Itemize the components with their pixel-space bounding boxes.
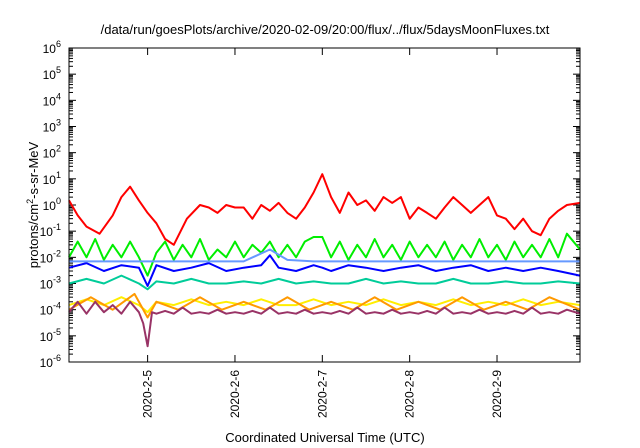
y-tick-base: 10 — [40, 278, 54, 292]
y-tick-base: 10 — [43, 121, 57, 135]
x-axis-ticks: 2020-2-5 2020-2-6 2020-2-7 2020-2-8 2020-2-9 — [141, 48, 504, 418]
y-tick-label: 10-4 — [40, 301, 61, 318]
series-line-1 — [68, 173, 581, 246]
y-tick-label: 10-6 — [40, 353, 61, 370]
series-line-7 — [68, 292, 581, 319]
y-tick-label: 10-1 — [40, 222, 61, 239]
y-tick-base: 10 — [40, 330, 54, 344]
y-tick-exponent: 0 — [56, 196, 61, 206]
x-tick-label: 2020-2-5 — [141, 370, 155, 418]
x-tick-label: 2020-2-6 — [228, 370, 242, 418]
y-tick-exponent: -3 — [53, 275, 61, 285]
series-line-5 — [68, 274, 581, 291]
x-tick-label: 2020-2-8 — [403, 370, 417, 418]
y-tick-exponent: 4 — [56, 91, 61, 101]
series-line-6 — [68, 296, 581, 314]
y-tick-base: 10 — [43, 199, 57, 213]
y-tick-exponent: 6 — [56, 39, 61, 49]
y-tick-label: 101 — [43, 170, 61, 187]
y-tick-base: 10 — [43, 94, 57, 108]
x-tick-label: 2020-2-7 — [315, 370, 329, 418]
y-tick-exponent: 2 — [56, 144, 61, 154]
y-tick-label: 106 — [43, 39, 61, 56]
x-axis-label: Coordinated Universal Time (UTC) — [225, 430, 424, 445]
y-axis-label-sup: 2 — [25, 199, 35, 204]
series-line-8 — [68, 300, 581, 348]
y-tick-base: 10 — [40, 356, 54, 370]
series-line-4 — [69, 248, 580, 263]
y-tick-label: 103 — [43, 118, 61, 135]
y-tick-base: 10 — [43, 68, 57, 82]
y-tick-base: 10 — [40, 304, 54, 318]
y-tick-exponent: -6 — [53, 353, 61, 363]
y-tick-label: 10-5 — [40, 327, 61, 344]
y-tick-label: 10-3 — [40, 275, 61, 292]
chart-title: /data/run/goesPlots/archive/2020-02-09/2… — [101, 22, 550, 37]
y-tick-label: 102 — [43, 144, 61, 161]
y-tick-exponent: 1 — [56, 170, 61, 180]
y-axis-ticks: 10-610-510-410-310-210-11001011021031041… — [40, 39, 580, 370]
series-line-2 — [68, 232, 581, 277]
y-tick-exponent: -1 — [53, 222, 61, 232]
series-line-3 — [68, 254, 581, 287]
y-tick-exponent: 5 — [56, 65, 61, 75]
y-tick-exponent: -5 — [53, 327, 61, 337]
y-tick-base: 10 — [43, 173, 57, 187]
y-tick-base: 10 — [40, 225, 54, 239]
y-tick-exponent: 3 — [56, 118, 61, 128]
y-tick-base: 10 — [43, 147, 57, 161]
plot-frame — [68, 47, 581, 363]
x-tick-label: 2020-2-9 — [490, 370, 504, 418]
y-axis-label: protons/cm2-s-sr-MeV — [25, 141, 41, 268]
y-tick-label: 104 — [43, 91, 61, 108]
y-tick-exponent: -2 — [53, 248, 61, 258]
y-tick-label: 100 — [43, 196, 61, 213]
y-tick-exponent: -4 — [53, 301, 61, 311]
y-axis-label-main: protons/cm — [26, 204, 41, 268]
y-axis-label-tail: -s-sr-MeV — [26, 141, 41, 198]
y-tick-label: 10-2 — [40, 248, 61, 265]
y-tick-base: 10 — [43, 42, 57, 56]
y-tick-base: 10 — [40, 251, 54, 265]
series-layer — [68, 173, 581, 348]
y-tick-label: 105 — [43, 65, 61, 82]
